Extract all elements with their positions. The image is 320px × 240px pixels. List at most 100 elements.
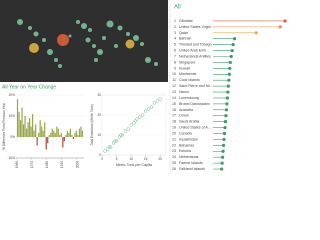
bar: [38, 132, 40, 137]
bar: [44, 122, 46, 137]
rank: 2: [174, 25, 176, 29]
row-label: United Arab Emir...: [179, 49, 209, 53]
bar: [45, 137, 47, 150]
x-tick-label: 1970: [30, 161, 34, 168]
point: [114, 139, 119, 143]
rank: 15: [172, 102, 176, 106]
bar: [63, 137, 65, 142]
map-highlight: [29, 43, 39, 53]
bar: [75, 130, 78, 137]
bar: [68, 132, 70, 137]
rank: 7: [174, 54, 176, 58]
rank: 26: [172, 167, 176, 171]
lollipop-dot: [227, 78, 231, 82]
rank: 9: [174, 66, 176, 70]
bar: [72, 137, 75, 140]
bar: [66, 130, 68, 137]
y-axis-label: % Difference From Previous Year: [2, 102, 6, 150]
point: [129, 123, 133, 127]
y-tick-label: 10: [97, 133, 101, 137]
y-tick-label: 20: [97, 113, 101, 117]
bar: [30, 126, 32, 137]
rank: 3: [174, 31, 176, 35]
x-axis-label: Metric Tons per Capita: [116, 163, 152, 167]
lollipop-dot: [225, 96, 229, 100]
point: [117, 135, 122, 139]
row-label: Australia: [179, 108, 193, 112]
point: [109, 145, 113, 149]
bar: [24, 116, 26, 137]
rank: 10: [172, 72, 176, 76]
x-tick-label: 1990: [60, 161, 64, 168]
row-label: Trinidad and Tobago: [179, 43, 212, 47]
y-tick-label: 10%: [9, 114, 16, 118]
lollipop-dot: [220, 167, 224, 171]
point: [106, 147, 110, 151]
point: [133, 119, 138, 123]
map-background: [0, 0, 168, 82]
x-tick-label: 0: [101, 157, 103, 161]
bar: [57, 128, 59, 137]
x-tick-label: 1960: [15, 161, 19, 168]
x-tick-label: 10: [129, 157, 133, 161]
rank: 12: [172, 84, 176, 88]
y-tick-label: 30: [97, 93, 101, 97]
point: [138, 115, 142, 119]
lollipop-dot: [225, 102, 229, 106]
bar: [48, 134, 50, 137]
bar: [19, 120, 22, 137]
bar: [77, 134, 79, 137]
point: [103, 149, 107, 153]
rank: 22: [172, 143, 176, 147]
lollipop-dot: [254, 31, 258, 35]
row-label: Estonia: [179, 149, 191, 153]
lollipop-dot: [223, 120, 228, 124]
point: [143, 109, 148, 113]
bar: [35, 124, 37, 137]
point: [132, 121, 136, 125]
lollipop-dot: [233, 37, 237, 41]
rank: 21: [172, 137, 176, 141]
rank: 24: [172, 155, 176, 159]
bar: [81, 130, 84, 137]
rank: 14: [172, 96, 176, 100]
row-label: Nauru: [179, 90, 189, 94]
lollipop-dot: [221, 155, 225, 159]
lollipop-dot: [224, 108, 229, 112]
bar: [60, 132, 62, 137]
lollipop-dot: [222, 131, 227, 136]
lollipop-dot: [227, 72, 231, 76]
lollipop-dot: [221, 143, 226, 147]
point: [120, 133, 125, 137]
bar: [18, 111, 20, 137]
bar: [51, 128, 53, 137]
rank: 18: [172, 120, 176, 124]
map-dots: [17, 19, 158, 68]
bar: [32, 113, 34, 137]
bar: [41, 126, 43, 137]
rank: 23: [172, 149, 176, 153]
rank: 5: [174, 43, 176, 47]
x-tick-label: 15: [144, 157, 148, 161]
x-tick-label: 1980: [45, 161, 49, 168]
point: [135, 117, 139, 121]
row-label: Netherlands: [179, 155, 199, 159]
lollipop-dot: [231, 43, 235, 47]
lollipop-dot: [229, 54, 233, 59]
row-label: Brunei Darussalam: [179, 102, 210, 106]
row-label: Saint Pierre and Mi...: [179, 84, 213, 88]
bar: [27, 122, 29, 137]
row-label: Canada: [179, 131, 192, 135]
y-tick-label: -10%: [8, 156, 16, 160]
bar: [74, 132, 76, 137]
row-label: Netherlands Antilles: [179, 54, 211, 58]
lollipop-dot: [226, 84, 230, 88]
rank: 1: [174, 19, 176, 23]
rank: 13: [172, 90, 176, 94]
y-tick-label: 0: [99, 153, 101, 157]
x-tick-label: 2000: [75, 161, 79, 168]
bar: [33, 130, 35, 137]
row-label: Bahamas: [179, 143, 194, 147]
y-tick-label: 0%: [10, 135, 15, 139]
rank: 11: [172, 78, 176, 82]
